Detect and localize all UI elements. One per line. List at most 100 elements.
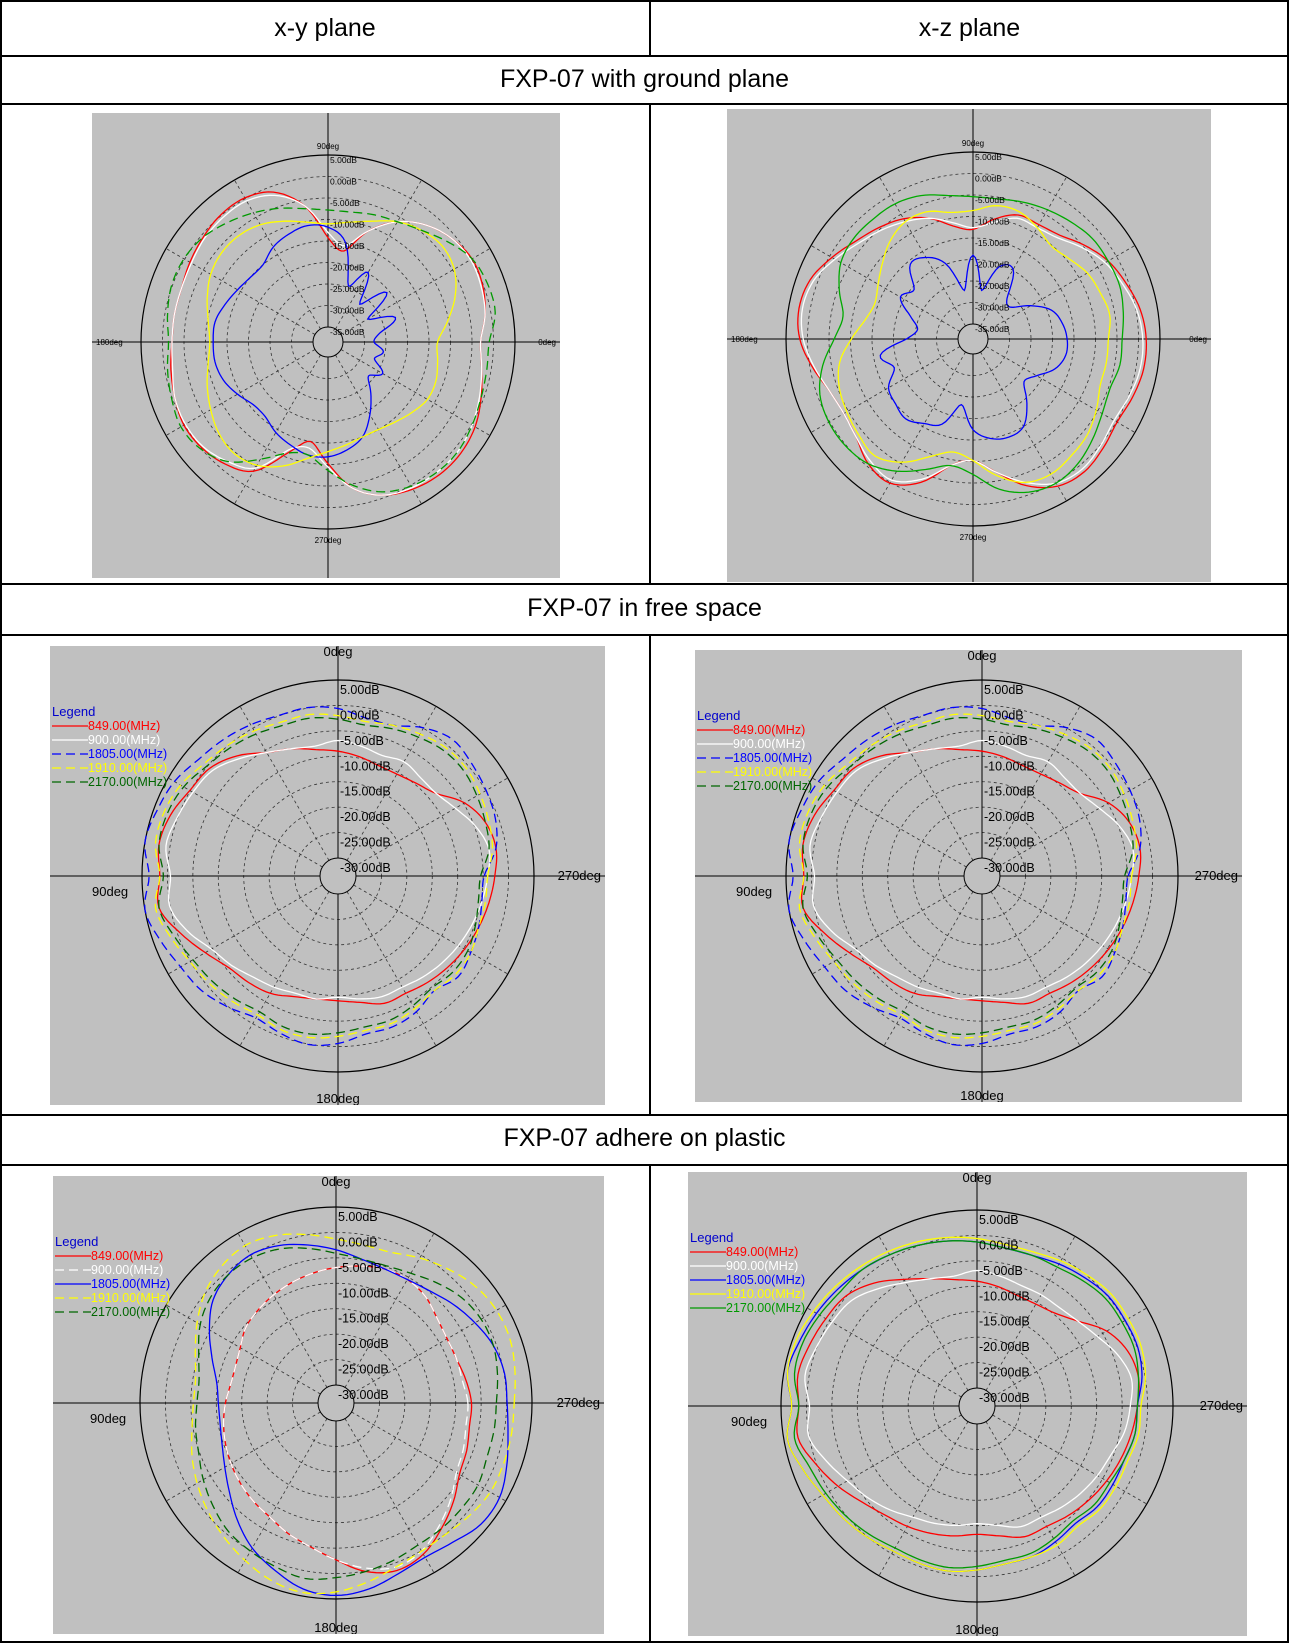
angle-label-right: 270deg — [558, 868, 601, 883]
radial-tick-label: -30.00dB — [984, 861, 1035, 875]
angle-label-bottom: 180deg — [316, 1091, 359, 1105]
legend-entry: 900.00(MHz) — [733, 737, 805, 751]
table-border — [649, 634, 651, 1116]
radial-tick-label: -5.00dB — [330, 198, 360, 208]
series-trace — [797, 214, 1148, 489]
radial-tick-label: -20.00dB — [984, 810, 1035, 824]
series-trace — [212, 224, 397, 458]
table-border — [0, 1641, 1289, 1643]
legend-entry: 2170.00(MHz) — [733, 779, 812, 793]
polar-plot-plastic-xz: 5.00dB 0.00dB -5.00dB -10.00dB -15.00dB -20.0… — [688, 1172, 1247, 1636]
legend-title: Legend — [55, 1234, 98, 1249]
radial-tick-label: -15.00dB — [330, 241, 365, 251]
legend-entry: 1805.00(MHz) — [733, 751, 812, 765]
angle-label-right: 270deg — [1200, 1398, 1243, 1413]
angle-label-top: 0deg — [963, 1172, 992, 1185]
radial-tick-label: -25.00dB — [340, 836, 391, 850]
legend-entry: 1805.00(MHz) — [91, 1277, 170, 1291]
center-circle — [317, 1384, 355, 1422]
table-border — [0, 1114, 1289, 1116]
radial-tick-label: -25.00dB — [984, 836, 1035, 850]
section-title-plastic: FXP-07 adhere on plastic — [503, 1124, 786, 1152]
polar-plot-plastic-xy: 5.00dB 0.00dB -5.00dB -10.00dB -15.00dB -20.0… — [53, 1176, 604, 1634]
radial-tick-label: -25.00dB — [975, 281, 1010, 291]
grid-spoke — [985, 245, 1136, 332]
radial-tick-label: 0.00dB — [340, 708, 380, 722]
radial-tick-label: -15.00dB — [984, 785, 1035, 799]
radial-tick-label: -20.00dB — [979, 1340, 1030, 1354]
angle-label-left: 90deg — [731, 1414, 767, 1429]
radial-tick-label: -30.00dB — [979, 1391, 1030, 1405]
radial-tick-label: -5.00dB — [340, 734, 384, 748]
grid-spoke — [980, 176, 1067, 327]
angle-label-left: 90deg — [90, 1411, 126, 1426]
legend-entry: 2170.00(MHz) — [726, 1301, 805, 1315]
angle-label-top: 0deg — [324, 646, 353, 659]
radial-tick-label: -5.00dB — [338, 1261, 382, 1275]
series-trace — [798, 713, 1138, 1039]
polar-plot-ground-xz: 5.00dB 0.00dB -5.00dB -10.00dB -15.00dB -20.0… — [727, 109, 1211, 582]
section-title-free-space: FXP-07 in free space — [527, 594, 762, 622]
radial-tick-label: 5.00dB — [338, 1210, 378, 1224]
series-trace — [786, 1236, 1147, 1573]
series-trace — [165, 739, 491, 1000]
radial-tick-label: -10.00dB — [979, 1289, 1030, 1303]
table-border — [0, 1164, 1289, 1166]
angle-label-left: 90deg — [92, 884, 128, 899]
radial-tick-label: -10.00dB — [975, 217, 1010, 227]
grid-spoke — [879, 176, 966, 327]
series-trace — [879, 254, 1069, 440]
radial-tick-label: 0.00dB — [330, 177, 357, 187]
section-title-ground-plane: FXP-07 with ground plane — [499, 65, 790, 93]
table-border — [0, 55, 1289, 57]
radial-tick-label: -15.00dB — [979, 1315, 1030, 1329]
angle-label-right: 270deg — [557, 1395, 600, 1410]
polar-plot-free-xz: 5.00dB 0.00dB -5.00dB -10.00dB -15.00dB -20.0… — [695, 650, 1242, 1102]
column-header-xy: x-y plane — [274, 14, 376, 42]
series-trace — [158, 716, 490, 1036]
angle-label-right: 0deg — [538, 338, 556, 347]
table-border — [0, 634, 1289, 636]
angle-label-bottom: 270deg — [960, 533, 987, 542]
angle-label-bottom: 180deg — [960, 1088, 1003, 1102]
radial-tick-label: -30.00dB — [340, 861, 391, 875]
radial-tick-label: -15.00dB — [975, 238, 1010, 248]
radial-tick-label: 5.00dB — [330, 155, 357, 165]
table-border — [649, 103, 651, 585]
center-circle — [312, 326, 344, 358]
angle-label-top: 0deg — [322, 1176, 351, 1189]
radial-tick-label: 0.00dB — [975, 174, 1002, 184]
grid-spoke — [165, 248, 316, 335]
angle-label-left: 90deg — [736, 884, 772, 899]
legend-entry: 2170.00(MHz) — [91, 1305, 170, 1319]
legend-entry: 849.00(MHz) — [733, 723, 805, 737]
series-trace — [190, 1233, 516, 1595]
table-border — [649, 0, 651, 57]
angle-label-top: 90deg — [962, 139, 984, 148]
series-trace — [143, 706, 498, 1047]
radial-tick-label: -20.00dB — [330, 263, 365, 273]
table-border — [1287, 0, 1289, 1643]
grid-spoke — [340, 349, 491, 436]
legend-entry: 849.00(MHz) — [88, 719, 160, 733]
grid-spoke — [234, 354, 321, 505]
series-trace — [154, 713, 494, 1039]
grid-spoke — [340, 248, 491, 335]
radial-tick-label: -20.00dB — [338, 1337, 389, 1351]
series-trace — [818, 194, 1125, 494]
legend-entry: 1805.00(MHz) — [726, 1273, 805, 1287]
series-trace — [802, 716, 1134, 1036]
radial-tick-label: -5.00dB — [984, 734, 1028, 748]
radial-tick-label: -25.00dB — [330, 284, 365, 294]
legend-title: Legend — [52, 704, 95, 719]
angle-label-bottom: 270deg — [315, 536, 342, 545]
radial-tick-label: -30.00dB — [330, 306, 365, 316]
grid-spoke — [985, 346, 1136, 433]
angle-label-right: 0deg — [1189, 335, 1207, 344]
angle-label-bottom: 180deg — [955, 1622, 998, 1636]
center-circle — [958, 1387, 996, 1425]
legend-entry: 900.00(MHz) — [88, 733, 160, 747]
series-trace — [787, 706, 1142, 1047]
series-trace — [166, 207, 496, 493]
